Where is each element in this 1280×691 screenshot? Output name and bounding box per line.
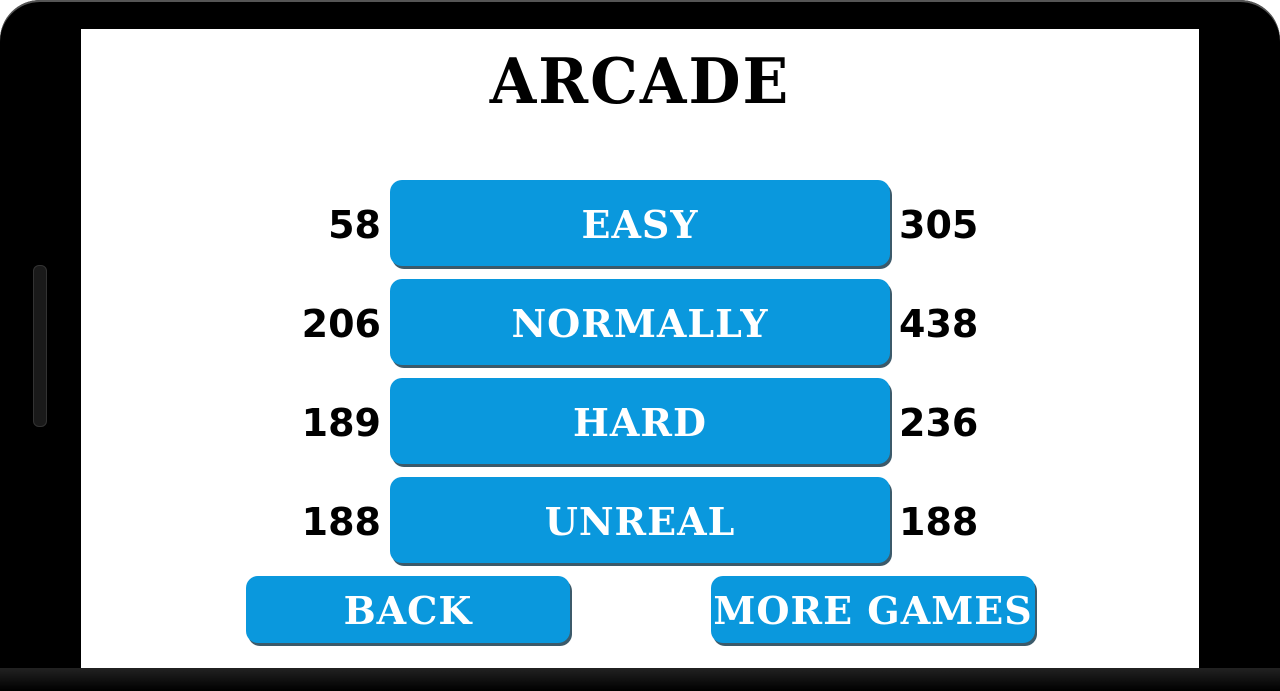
page-title: ARCADE — [489, 45, 791, 119]
easy-left-score: 58 — [328, 203, 381, 247]
unreal-right-score: 188 — [899, 500, 979, 544]
speaker-grille — [33, 265, 47, 427]
hard-left-score: 189 — [301, 401, 381, 445]
game-screen: ARCADE 58 EASY 305 206 NORMALLY 438 189 … — [81, 29, 1199, 668]
unreal-button[interactable]: UNREAL — [390, 477, 890, 563]
normally-button[interactable]: NORMALLY — [390, 279, 890, 365]
back-button[interactable]: BACK — [246, 576, 570, 643]
normally-left-score: 206 — [301, 302, 381, 346]
hard-right-score: 236 — [899, 401, 979, 445]
more-games-button[interactable]: MORE GAMES — [711, 576, 1035, 643]
device-bottom-edge — [0, 668, 1280, 691]
normally-right-score: 438 — [899, 302, 979, 346]
easy-right-score: 305 — [899, 203, 979, 247]
easy-button[interactable]: EASY — [390, 180, 890, 266]
hard-button[interactable]: HARD — [390, 378, 890, 464]
unreal-left-score: 188 — [301, 500, 381, 544]
